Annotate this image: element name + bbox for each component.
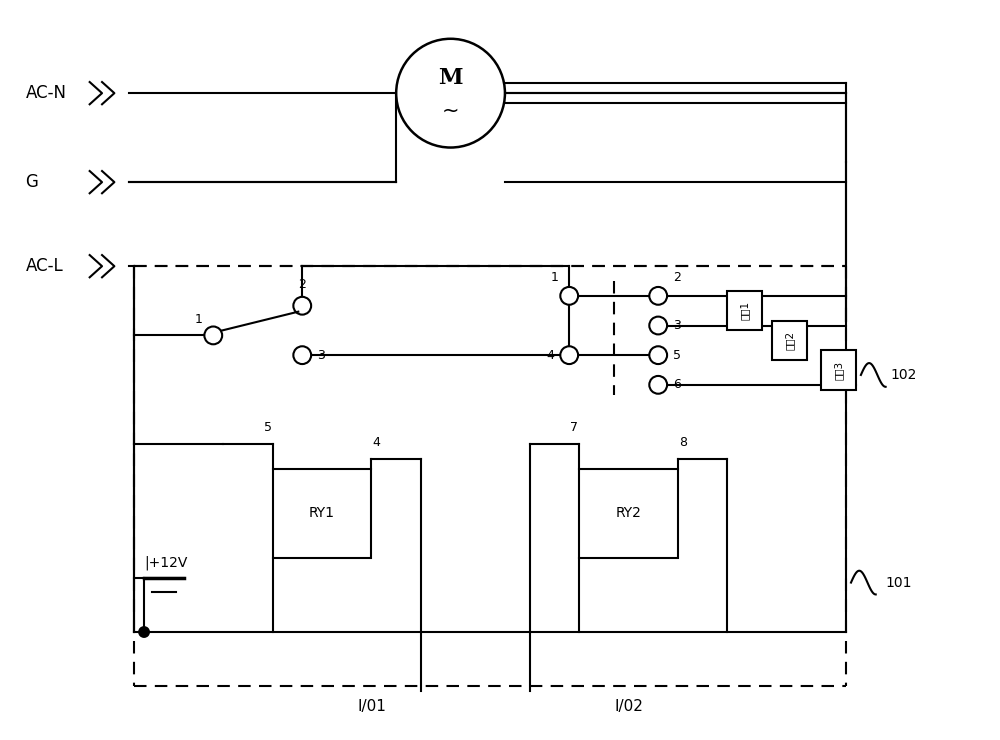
Text: M: M <box>438 67 463 90</box>
Bar <box>821 350 856 390</box>
Text: 2: 2 <box>673 271 681 284</box>
Bar <box>273 469 371 558</box>
Circle shape <box>649 346 667 364</box>
Text: 1: 1 <box>194 312 202 326</box>
Text: 4: 4 <box>372 436 380 449</box>
Text: I/01: I/01 <box>357 699 386 713</box>
Text: 3: 3 <box>317 349 325 362</box>
Text: ~: ~ <box>442 101 459 121</box>
Circle shape <box>649 317 667 334</box>
Circle shape <box>138 626 150 638</box>
Text: 6: 6 <box>673 378 681 391</box>
Text: AC-N: AC-N <box>25 84 66 102</box>
Text: |+12V: |+12V <box>144 556 187 570</box>
Text: 7: 7 <box>570 421 578 434</box>
Text: 4: 4 <box>547 349 554 362</box>
Circle shape <box>293 346 311 364</box>
Bar <box>727 291 762 331</box>
Circle shape <box>649 287 667 305</box>
Text: 风速3: 风速3 <box>834 360 844 380</box>
Text: 5: 5 <box>673 349 681 362</box>
Circle shape <box>204 326 222 344</box>
Text: I/02: I/02 <box>614 699 643 713</box>
Text: RY2: RY2 <box>616 506 641 520</box>
Text: 102: 102 <box>891 368 917 382</box>
Circle shape <box>560 346 578 364</box>
Text: 8: 8 <box>679 436 687 449</box>
Text: 101: 101 <box>886 576 912 590</box>
Text: RY1: RY1 <box>309 506 335 520</box>
Text: G: G <box>25 173 38 191</box>
Bar <box>772 320 807 360</box>
Bar <box>579 469 678 558</box>
Circle shape <box>396 38 505 147</box>
Text: AC-L: AC-L <box>25 258 63 275</box>
Text: 3: 3 <box>673 319 681 332</box>
Circle shape <box>649 376 667 394</box>
Text: 1: 1 <box>550 271 558 284</box>
Text: 5: 5 <box>264 421 272 434</box>
Text: 风速2: 风速2 <box>784 331 794 350</box>
Circle shape <box>293 297 311 314</box>
Text: 风速1: 风速1 <box>740 301 750 320</box>
Text: 2: 2 <box>298 278 306 291</box>
Circle shape <box>560 287 578 305</box>
